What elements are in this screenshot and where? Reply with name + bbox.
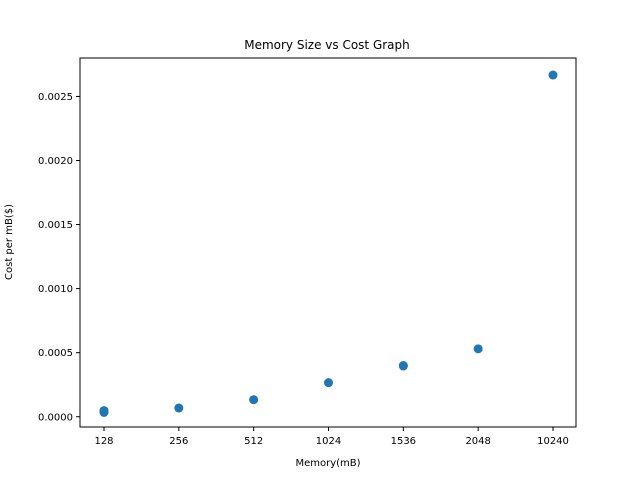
x-tick-label: 256 — [169, 436, 188, 447]
data-point — [324, 378, 333, 388]
y-tick-label: 0.0000 — [38, 412, 73, 423]
y-tick-label: 0.0020 — [38, 156, 73, 167]
x-tick-label: 1536 — [391, 436, 416, 447]
data-point — [99, 406, 109, 416]
x-axis-label: Memory(mB) — [295, 458, 360, 469]
x-tick-label: 512 — [244, 436, 263, 447]
x-tick-label: 10240 — [537, 436, 569, 447]
y-tick-label: 0.0025 — [38, 92, 73, 103]
data-point — [174, 403, 184, 413]
x-tick-label: 1024 — [316, 436, 341, 447]
y-axis-label: Cost per mB($) — [4, 204, 15, 280]
x-tick-label: 128 — [94, 436, 113, 447]
y-tick-label: 0.0005 — [38, 348, 73, 359]
x-tick-label: 2048 — [465, 436, 490, 447]
data-points — [99, 70, 558, 417]
x-axis: 128 256 512 1024 1536 2048 10240 — [94, 427, 569, 447]
data-point — [249, 395, 259, 405]
y-axis: 0.0000 0.0005 0.0010 0.0015 0.0020 0.0025 — [38, 92, 80, 423]
data-point — [473, 344, 483, 354]
y-tick-label: 0.0015 — [38, 220, 73, 231]
chart-title: Memory Size vs Cost Graph — [244, 38, 410, 52]
plot-area-frame — [79, 57, 577, 428]
data-point — [548, 70, 558, 80]
data-point — [398, 361, 408, 370]
y-tick-label: 0.0010 — [38, 284, 73, 295]
